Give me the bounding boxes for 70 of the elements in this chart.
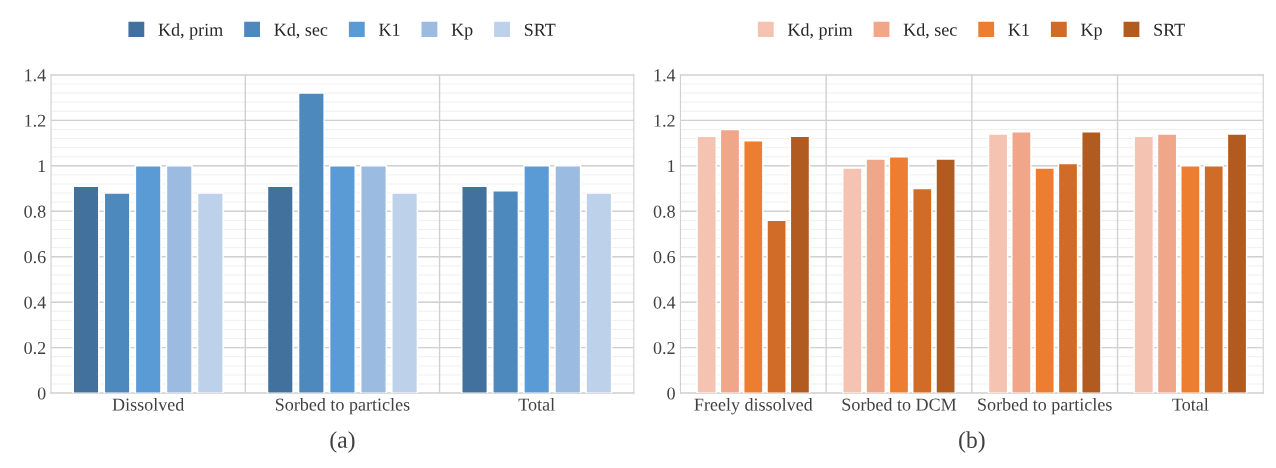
text: (a) [330,431,355,453]
bar [842,167,863,394]
bar [134,165,162,394]
bar [912,187,933,394]
bar [103,192,131,394]
x-tick-label: Sorbed to DCM [842,397,957,411]
bar [72,185,100,394]
bar [888,156,910,394]
bar [585,192,613,394]
x-tick-label: Sorbed to particles [978,397,1112,415]
bar [554,165,582,394]
bar [328,165,356,394]
bar [743,140,764,394]
y-tick-label: 0.8 [24,205,46,218]
y-tick-label: 0.2 [24,341,46,355]
bar [766,219,787,394]
bar [696,135,717,394]
legend-label: K1 [378,23,400,36]
bar [719,128,741,394]
legend-label: Kp [451,23,473,40]
bar [391,192,419,394]
bar [1226,133,1248,394]
bar [1133,135,1155,394]
y-tick-label: 0.6 [653,250,676,264]
bar [523,165,551,394]
text: (b) [959,431,985,453]
x-tick-label: Sorbed to particles [275,397,410,415]
bar [297,92,325,394]
bar [865,158,886,394]
legend-label: K1 [1008,23,1029,36]
bar [165,165,193,394]
bar [1011,131,1032,394]
y-tick-label: 0.4 [653,296,676,309]
y-tick-label: 1.4 [25,69,46,82]
y-tick-label: 0.6 [24,250,46,264]
y-tick-label: 0 [37,387,46,400]
bar [1156,133,1178,394]
y-tick-label: 1.2 [654,114,675,127]
bar [987,133,1009,394]
y-tick-label: 1 [38,160,46,173]
legend-label: Kd, prim [158,23,223,40]
bar [1034,167,1055,394]
y-tick-label: 1 [668,160,675,173]
bar [461,185,488,394]
bar [1180,165,1201,394]
bar [360,165,387,394]
y-tick-label: 1.4 [654,69,676,82]
x-tick-label: Total [1172,397,1209,411]
y-tick-label: 0.4 [24,296,46,309]
bar [1203,165,1224,394]
bar [266,185,294,394]
x-tick-label: Dissolved [112,397,185,411]
bar [492,190,520,394]
x-tick-label: Freely dissolved [694,397,813,415]
legend-label: SRT [1154,23,1185,36]
legend-label: Kd, prim [787,23,853,40]
y-tick-label: 0 [667,387,675,400]
y-tick-label: 1.2 [25,114,46,127]
legend-label: Kp [1081,23,1102,40]
x-tick-label: Total [518,397,555,411]
y-tick-label: 0.8 [653,205,675,218]
legend-label: Kd, sec [903,23,957,39]
bar [935,158,956,394]
legend-label: SRT [524,23,556,36]
bar [1081,131,1102,394]
y-tick-label: 0.2 [653,341,675,355]
bar [1057,162,1079,394]
legend-label: Kd, sec [274,23,328,39]
bar [789,135,811,394]
bar [196,192,224,394]
